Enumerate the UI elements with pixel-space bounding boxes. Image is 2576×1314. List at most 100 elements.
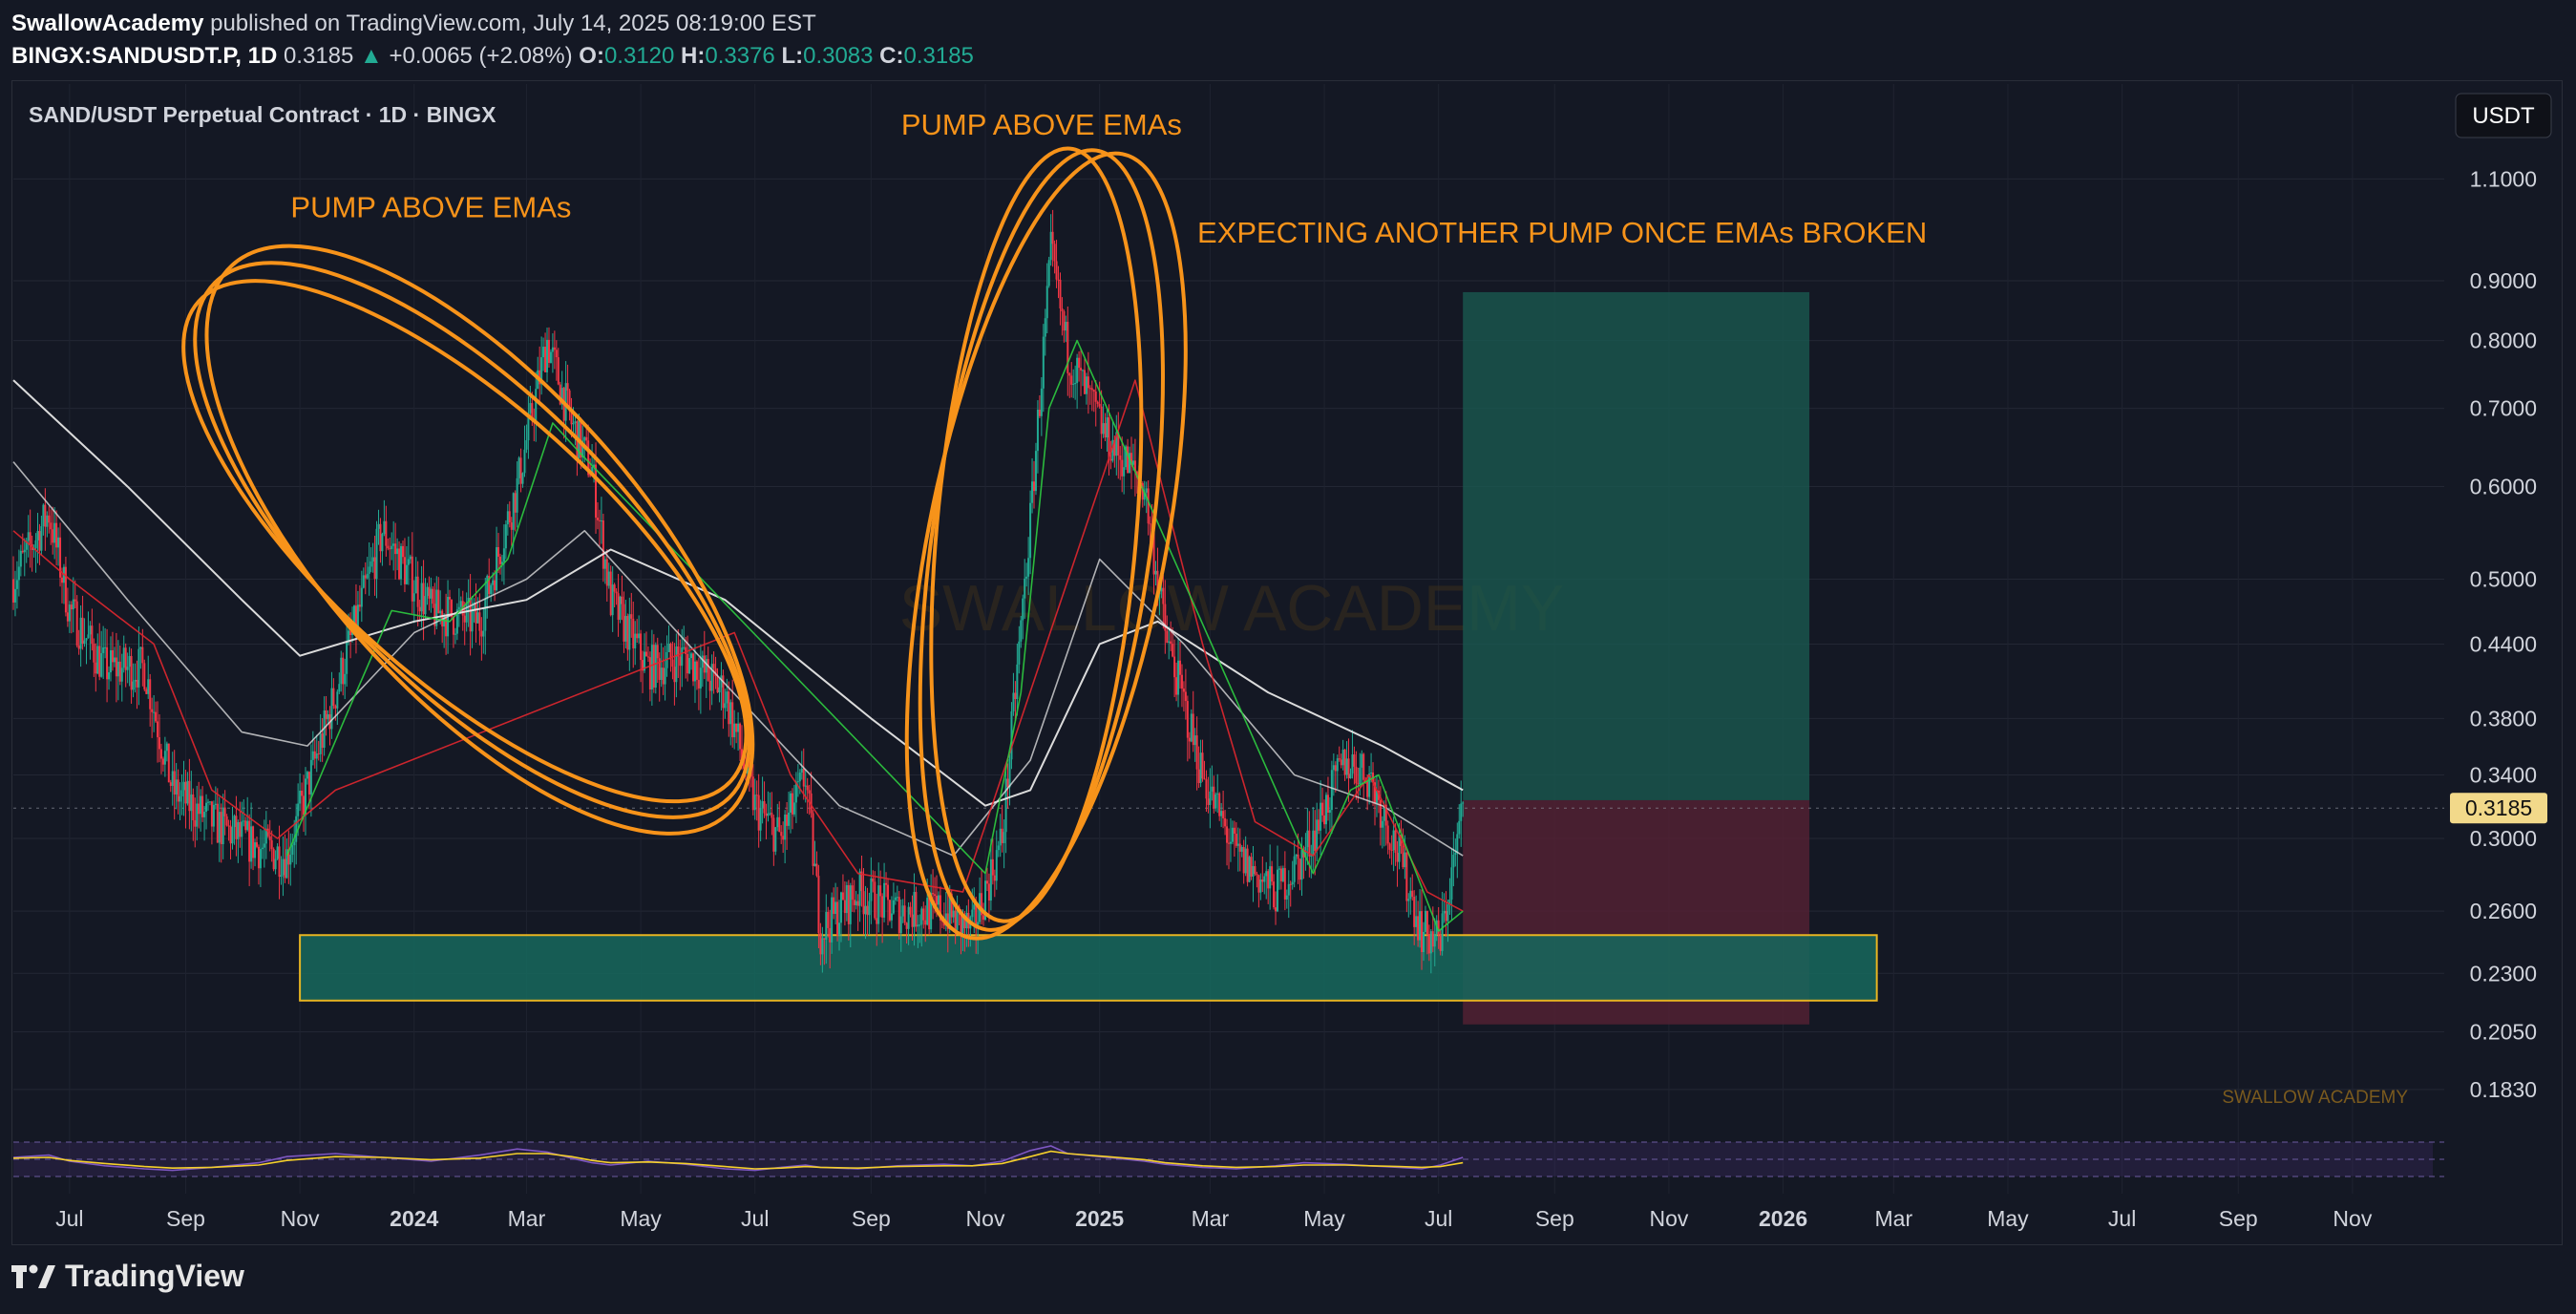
- candle-body: [909, 906, 912, 915]
- candle-body: [130, 656, 133, 690]
- candle-body: [1381, 820, 1383, 828]
- candle-body: [289, 855, 292, 865]
- candle-body: [790, 793, 792, 813]
- candle-body: [703, 655, 706, 673]
- candle-body: [342, 657, 345, 685]
- open-value: 0.3120: [603, 43, 675, 69]
- candle-body: [642, 660, 644, 671]
- candle-body: [285, 849, 288, 879]
- candle-body: [1373, 782, 1376, 803]
- candle-body: [1359, 767, 1362, 785]
- candle-body: [901, 905, 904, 917]
- candle-body: [778, 816, 781, 833]
- candle-body: [928, 898, 931, 930]
- candle-body: [1276, 869, 1278, 912]
- candle-body: [96, 646, 99, 674]
- candle-body: [1016, 664, 1019, 700]
- candle-body: [640, 633, 643, 661]
- candle-body: [349, 630, 352, 636]
- candle-body: [370, 561, 372, 567]
- candle-body: [475, 602, 477, 624]
- candle-body: [465, 603, 468, 623]
- candle-body: [1269, 866, 1272, 889]
- candle-body: [381, 534, 384, 552]
- target-zone: [1463, 291, 1810, 800]
- candle-body: [1088, 388, 1091, 390]
- candle-body: [1431, 931, 1434, 947]
- candle-body: [944, 913, 947, 926]
- candle-body: [960, 909, 962, 934]
- candle-body: [519, 457, 522, 484]
- chart-header: SwallowAcademy published on TradingView.…: [11, 8, 974, 73]
- zone-layer: [13, 291, 2444, 1025]
- candle-body: [624, 616, 627, 642]
- candle-body: [877, 885, 880, 924]
- candle-body: [587, 440, 590, 476]
- currency-button[interactable]: USDT: [2455, 93, 2552, 138]
- candle-body: [1448, 900, 1451, 904]
- candle-body: [872, 878, 875, 882]
- candle-body: [173, 771, 176, 795]
- candle-body: [484, 599, 487, 631]
- candle-body: [1190, 713, 1193, 742]
- candle-body: [1004, 778, 1007, 833]
- candle-body: [327, 714, 329, 720]
- candle-body: [510, 522, 513, 530]
- candle-body: [566, 383, 569, 391]
- candle-body: [1293, 856, 1296, 882]
- author-name[interactable]: SwallowAcademy: [11, 11, 204, 36]
- candle-body: [1226, 826, 1229, 843]
- candle-body: [701, 655, 704, 668]
- candle-body: [231, 827, 234, 844]
- candle-body: [169, 782, 172, 786]
- candle-body: [439, 610, 442, 614]
- candle-body: [504, 524, 507, 549]
- candle-body: [644, 651, 647, 657]
- candle-body: [1106, 417, 1109, 438]
- candle-body: [827, 911, 830, 928]
- candle-body: [1211, 786, 1214, 792]
- time-tick: 2024: [390, 1206, 438, 1231]
- annotation-ellipse: [204, 244, 755, 836]
- candle-body: [175, 779, 178, 795]
- candle-body: [648, 657, 651, 690]
- candle-body: [621, 596, 623, 604]
- candle-body: [1213, 786, 1215, 809]
- candle-body: [340, 657, 343, 685]
- candle-body: [897, 897, 900, 934]
- candle-body: [1006, 778, 1009, 788]
- tradingview-brand[interactable]: TradingView: [65, 1259, 244, 1293]
- candle-body: [605, 559, 608, 586]
- candle-body: [72, 599, 74, 610]
- candle-body: [724, 703, 727, 709]
- candle-body: [1184, 691, 1187, 702]
- candle-body: [1409, 890, 1412, 900]
- chart-frame[interactable]: [11, 80, 2563, 1245]
- candle-body: [915, 892, 918, 927]
- ema-line: [12, 379, 1464, 807]
- candle-body: [1172, 644, 1174, 657]
- candle-body: [1422, 931, 1425, 953]
- candle-body: [344, 673, 347, 685]
- candle-body: [1214, 794, 1217, 809]
- candle-body: [188, 780, 191, 812]
- candle-body: [1421, 911, 1424, 953]
- candle-body: [1304, 847, 1307, 858]
- candle-body: [311, 751, 314, 760]
- candle-body: [664, 668, 666, 685]
- candle-body: [1059, 279, 1062, 309]
- price-tick: 0.1830: [2470, 1077, 2537, 1102]
- change-arrow-icon: ▲: [360, 43, 383, 69]
- candle-body: [890, 913, 893, 921]
- candle-body: [1141, 482, 1144, 500]
- candle-body: [1090, 388, 1093, 391]
- candle-body: [303, 795, 306, 816]
- candle-body: [771, 813, 773, 818]
- candle-body: [1175, 677, 1178, 695]
- candle-body: [876, 918, 878, 924]
- candle-body: [638, 633, 641, 639]
- candle-body: [420, 583, 423, 612]
- watermark-layer: SWALLOW ACADEMY SWALLOW ACADEMY: [899, 572, 2409, 1108]
- close-label: C:: [879, 43, 904, 69]
